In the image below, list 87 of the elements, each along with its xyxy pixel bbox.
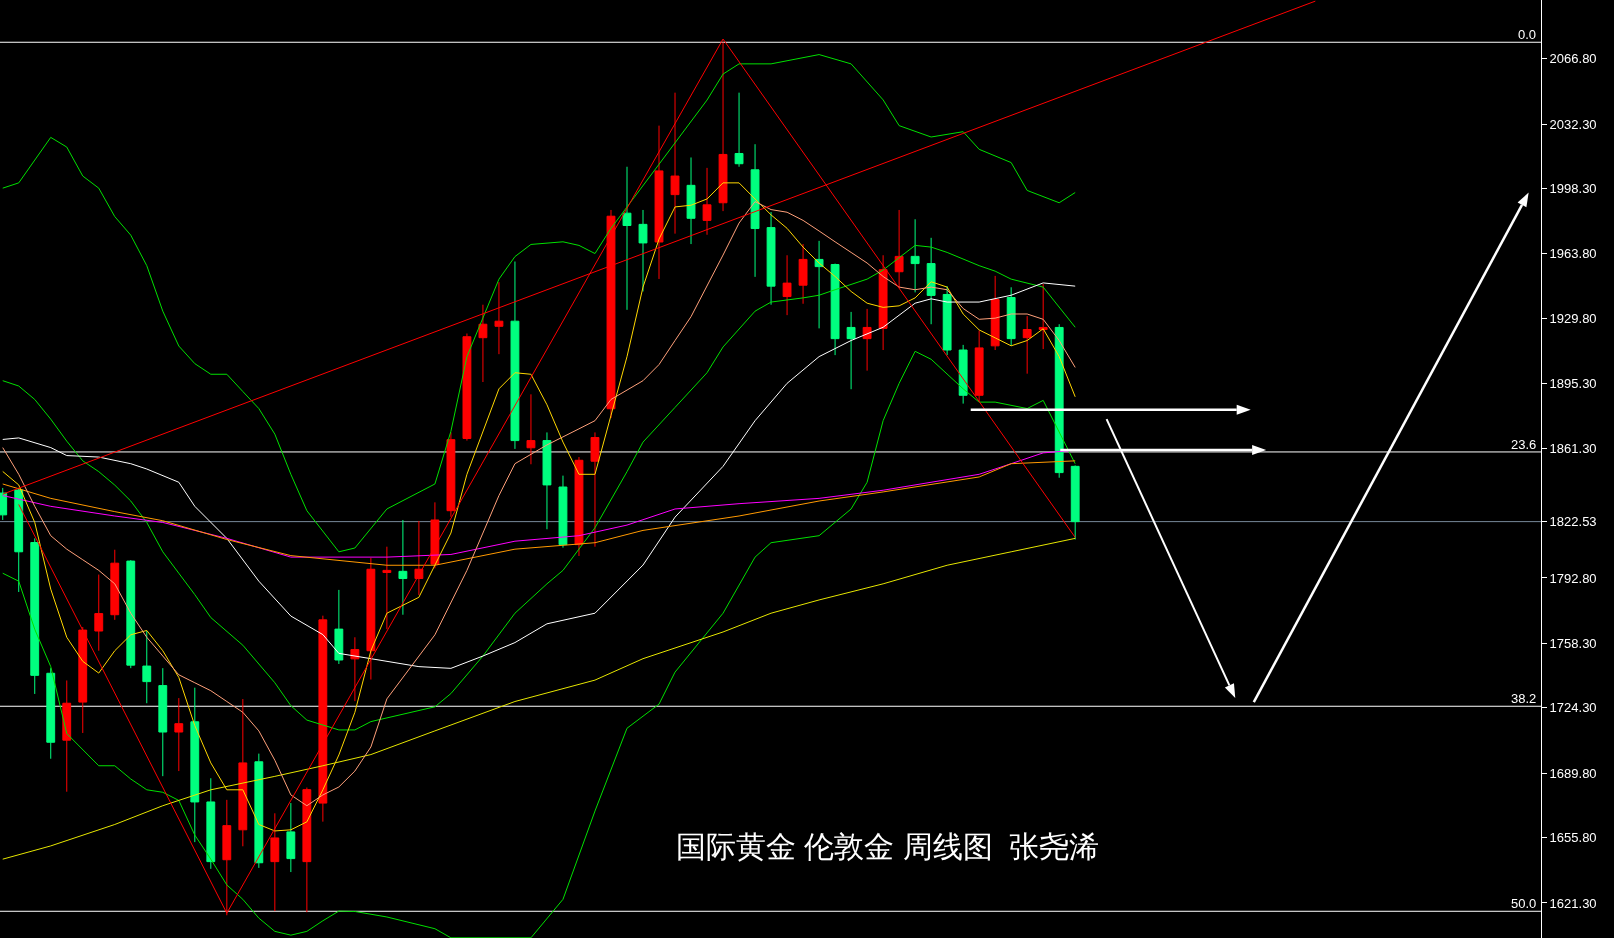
- y-tick-label: 1963.80: [1549, 246, 1597, 262]
- candlestick: [494, 281, 504, 355]
- line-series: [2, 460, 1076, 566]
- candlestick: [638, 209, 648, 292]
- candlestick: [958, 344, 968, 405]
- candlestick: [254, 753, 264, 869]
- annotation: 50.0: [1511, 896, 1537, 911]
- candlestick: [814, 240, 824, 329]
- y-tick-label: 1792.80: [1549, 570, 1597, 586]
- candlestick: [718, 41, 728, 212]
- candlestick: [142, 630, 152, 704]
- y-tick-label: 1655.80: [1549, 830, 1597, 846]
- candlestick: [830, 263, 840, 356]
- candlestick: [206, 777, 216, 870]
- candlestick: [702, 167, 712, 236]
- candlestick: [766, 211, 776, 306]
- y-tick-label: 1929.80: [1549, 310, 1597, 326]
- candlestick: [318, 615, 328, 823]
- candlestick: [62, 679, 72, 793]
- candlestick: [734, 92, 744, 168]
- y-tick-label: 1861.30: [1549, 440, 1597, 456]
- candlestick: [46, 667, 56, 760]
- candlestick: [334, 589, 344, 665]
- candlestick: [1070, 464, 1080, 540]
- candlestick: [0, 487, 8, 521]
- y-tick-label: 1758.30: [1549, 635, 1597, 651]
- candlestick: [974, 329, 984, 403]
- candlestick: [542, 431, 552, 530]
- candlestick: [558, 475, 568, 549]
- candlestick: [670, 92, 680, 235]
- text: 国际黄金 伦敦金 周线图 张尧浠: [676, 829, 1100, 863]
- candlestick: [78, 626, 88, 734]
- candlestick: [590, 431, 600, 548]
- candlestick: [846, 311, 856, 390]
- candlestick: [1022, 315, 1032, 375]
- candlestick: [942, 285, 952, 356]
- y-tick-label: 1724.30: [1549, 700, 1597, 716]
- candlestick: [110, 549, 120, 621]
- candlestick: [862, 308, 872, 372]
- annotation: 38.2: [1511, 691, 1537, 706]
- candlestick: [382, 546, 392, 630]
- candlestick: [30, 537, 40, 695]
- candlestick: [1006, 286, 1016, 347]
- candlestick: [622, 166, 632, 311]
- candlestick: [398, 519, 408, 616]
- candlestick: [910, 218, 920, 293]
- candlestick: [782, 254, 792, 316]
- candlestick: [462, 333, 472, 442]
- candlestick: [798, 243, 808, 305]
- candlestick: [686, 156, 696, 245]
- candlestick: [574, 456, 584, 557]
- candlestick: [878, 254, 888, 351]
- candlestick: [750, 143, 760, 278]
- candlestick: [414, 520, 424, 596]
- y-tick-label: 2066.80: [1549, 51, 1597, 67]
- candlestick: [446, 431, 456, 518]
- candlestick: [238, 698, 248, 847]
- candlestick: [94, 574, 104, 652]
- y-tick-label: 1822.53: [1549, 514, 1597, 530]
- annotation: 0.0: [1518, 27, 1537, 42]
- candlestick: [430, 501, 440, 569]
- annotation: 23.6: [1511, 437, 1537, 452]
- candlestick: [14, 487, 24, 593]
- candlestick: [894, 209, 904, 288]
- candlestick: [654, 125, 664, 280]
- candlestick: [126, 559, 136, 669]
- line-series: [2, 244, 1076, 731]
- candlestick: [1038, 283, 1048, 350]
- candlestick: [190, 687, 200, 843]
- candlestick: [350, 636, 360, 702]
- y-tick-label: 1621.30: [1549, 895, 1597, 911]
- candlestick: [990, 275, 1000, 351]
- candlestick: [302, 787, 312, 913]
- candlestick: [926, 237, 936, 325]
- candlestick: [286, 802, 296, 873]
- candlestick: [526, 393, 536, 465]
- candlestick: [478, 304, 488, 383]
- y-tick-label: 1998.30: [1549, 181, 1597, 197]
- candlestick: [606, 209, 616, 419]
- y-tick-label: 1895.30: [1549, 376, 1597, 392]
- candlestick: [158, 667, 168, 777]
- candlestick: [366, 557, 376, 681]
- line-series: [2, 54, 1076, 553]
- y-tick-label: 1689.80: [1549, 765, 1597, 781]
- y-tick-label: 2032.30: [1549, 116, 1597, 132]
- candlestick: [510, 261, 520, 450]
- candlestick: [174, 697, 184, 772]
